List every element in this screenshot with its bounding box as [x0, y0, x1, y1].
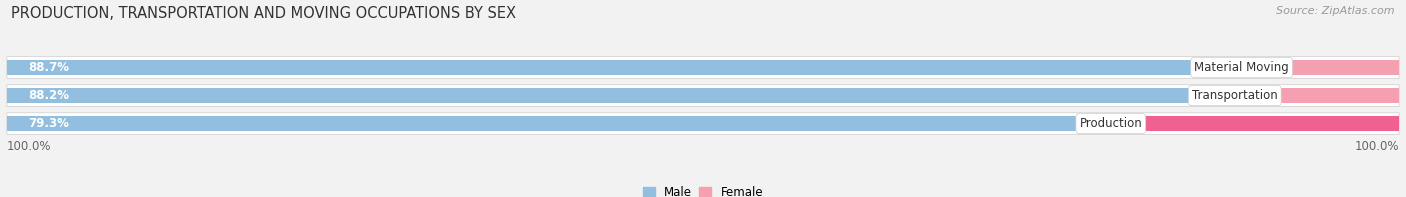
- FancyBboxPatch shape: [7, 57, 1399, 78]
- Bar: [1241, 60, 1399, 75]
- Text: 100.0%: 100.0%: [7, 140, 52, 153]
- Text: 79.3%: 79.3%: [28, 117, 69, 130]
- FancyBboxPatch shape: [7, 85, 1399, 106]
- Text: PRODUCTION, TRANSPORTATION AND MOVING OCCUPATIONS BY SEX: PRODUCTION, TRANSPORTATION AND MOVING OC…: [11, 6, 516, 21]
- Bar: [7, 88, 1234, 103]
- FancyBboxPatch shape: [7, 113, 1399, 134]
- Bar: [7, 60, 1241, 75]
- Legend: Male, Female: Male, Female: [643, 186, 763, 197]
- Bar: [1111, 116, 1399, 131]
- Text: 100.0%: 100.0%: [1354, 140, 1399, 153]
- Text: 88.7%: 88.7%: [28, 61, 69, 74]
- Text: Transportation: Transportation: [1192, 89, 1278, 102]
- Text: Source: ZipAtlas.com: Source: ZipAtlas.com: [1277, 6, 1395, 16]
- Text: 88.2%: 88.2%: [28, 89, 69, 102]
- Bar: [1234, 88, 1399, 103]
- Text: Production: Production: [1080, 117, 1142, 130]
- Text: Material Moving: Material Moving: [1194, 61, 1289, 74]
- Bar: [7, 116, 1111, 131]
